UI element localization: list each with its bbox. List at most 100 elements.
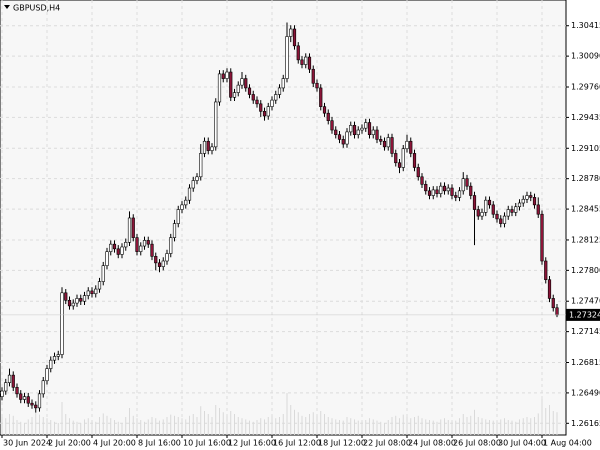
candle-body <box>15 386 19 395</box>
volume-bar <box>380 421 382 435</box>
candle-body <box>547 279 552 299</box>
volume-bar <box>526 417 528 435</box>
candle-body <box>90 290 94 295</box>
volume-bar <box>72 420 74 435</box>
volume-bar <box>144 421 145 435</box>
volume-bar <box>384 423 385 435</box>
volume-bar <box>500 419 502 435</box>
volume-bar <box>290 405 292 435</box>
volume-bar <box>372 419 374 435</box>
x-tick-label: 2 Jul 20:00 <box>48 439 91 448</box>
volume-bar <box>121 423 123 435</box>
volume-bar <box>95 421 97 435</box>
candle-body <box>472 195 477 210</box>
candle-body <box>101 265 105 282</box>
volume-bar <box>196 417 198 435</box>
volume-bar <box>222 412 224 435</box>
candle-body <box>315 82 319 89</box>
candle-body <box>139 245 143 252</box>
volume-bar <box>249 420 250 435</box>
volume-bar <box>350 418 352 435</box>
chart-title: GBPUSD,H4 <box>13 4 60 13</box>
candle-body <box>469 185 473 196</box>
volume-bar <box>159 420 160 435</box>
candle-body <box>255 99 259 105</box>
volume-bar <box>185 419 187 435</box>
volume-bar <box>327 417 329 435</box>
candle-body <box>7 374 12 383</box>
candle-body <box>109 243 113 252</box>
candle-body <box>236 84 240 93</box>
candle-body <box>461 178 465 192</box>
volume-bar <box>125 417 127 435</box>
candle-body <box>56 354 60 357</box>
y-tick-label: 1.27470 <box>571 297 600 306</box>
volume-bar <box>312 412 314 435</box>
y-tick-label: 1.29105 <box>571 144 600 153</box>
volume-bar <box>432 420 434 435</box>
candle-body <box>356 129 360 136</box>
candle-body <box>127 217 132 243</box>
volume-bar <box>147 419 149 435</box>
candle-body <box>352 125 357 136</box>
candle-body <box>465 178 469 187</box>
volume-bar <box>282 414 284 435</box>
volume-bar <box>519 419 520 435</box>
candle-body <box>259 103 263 112</box>
menu-arrow[interactable] <box>4 5 10 9</box>
candle-body <box>217 73 222 103</box>
candle-body <box>487 199 492 206</box>
candle-body <box>165 253 169 262</box>
candle-body <box>491 204 495 215</box>
candle-body <box>52 356 57 361</box>
volume-bar <box>42 417 44 435</box>
volume-bar <box>320 411 322 435</box>
candle-body <box>210 146 214 151</box>
candle-body <box>229 71 233 98</box>
volume-bar <box>399 418 400 435</box>
volume-bar <box>537 413 539 435</box>
candle-body <box>150 243 154 257</box>
volume-bar <box>331 418 333 435</box>
candle-body <box>360 127 364 131</box>
volume-bar <box>241 418 243 435</box>
candle-body <box>510 209 514 213</box>
y-tick-label: 1.28125 <box>571 235 600 244</box>
x-tick-label: 18 Jul 12:00 <box>318 439 366 448</box>
volume-bar <box>91 420 93 435</box>
candle-body <box>521 198 525 204</box>
candle-body <box>184 199 188 206</box>
volume-bar <box>436 421 438 435</box>
candle-body <box>480 212 484 217</box>
volume-bar <box>151 417 153 435</box>
candle-body <box>176 209 180 224</box>
volume-bar <box>425 419 427 435</box>
candle-body <box>364 122 368 129</box>
volume-bar <box>545 408 547 435</box>
volume-bar <box>16 420 18 435</box>
volume-bar <box>309 414 310 435</box>
volume-bar <box>27 419 29 435</box>
candle-body <box>41 380 45 395</box>
candle-body <box>67 299 72 307</box>
candle-body <box>266 106 270 117</box>
candle-body <box>442 185 447 192</box>
candle-body <box>334 129 338 136</box>
volume-bar <box>114 420 115 435</box>
candle-body <box>157 262 162 267</box>
candle-body <box>161 260 165 267</box>
volume-bar <box>226 415 228 435</box>
candle-body <box>82 295 87 302</box>
candle-body <box>142 240 147 247</box>
candle-body <box>0 390 4 397</box>
volume-bar <box>177 417 179 435</box>
candle-body <box>135 237 139 252</box>
candle-body <box>292 28 297 47</box>
candle-body <box>79 298 83 302</box>
candle-body <box>4 382 8 392</box>
volume-bar <box>170 414 172 435</box>
candle-body <box>195 176 199 181</box>
volume-bar <box>361 421 363 435</box>
volume-bar <box>485 419 487 435</box>
